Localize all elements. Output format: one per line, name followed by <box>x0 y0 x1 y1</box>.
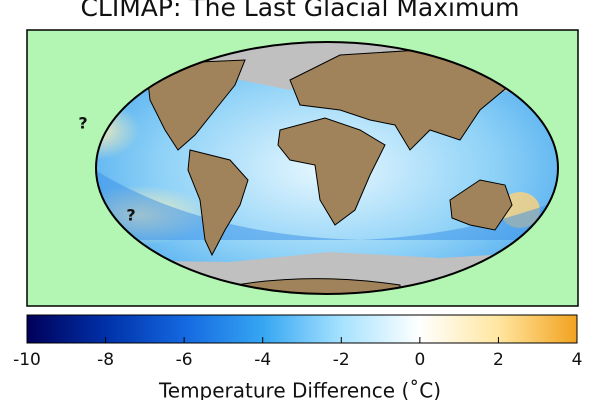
annotation: ? <box>126 206 135 225</box>
colorbar-label: Temperature Difference (˚C) <box>158 379 441 401</box>
globe <box>96 42 558 294</box>
annotation: ? <box>78 114 87 133</box>
tick-label: -10 <box>13 350 41 370</box>
south-america <box>187 149 249 257</box>
tick-label: -8 <box>97 350 114 370</box>
title: CLIMAP: The Last Glacial Maximum <box>80 0 519 22</box>
tick-label: 0 <box>414 350 425 370</box>
tick-label: 2 <box>493 350 504 370</box>
africa <box>277 117 386 226</box>
tick-label: -4 <box>254 350 271 370</box>
tick-label: -6 <box>176 350 193 370</box>
colorbar <box>26 314 578 344</box>
tick-label: 4 <box>572 350 583 370</box>
colorbar-ticks: -10 -8 -6 -4 -2 0 2 4 <box>13 337 582 370</box>
north-america <box>147 59 246 151</box>
globe-outline <box>95 41 559 295</box>
australia <box>449 179 513 231</box>
tick-label: -2 <box>333 350 350 370</box>
